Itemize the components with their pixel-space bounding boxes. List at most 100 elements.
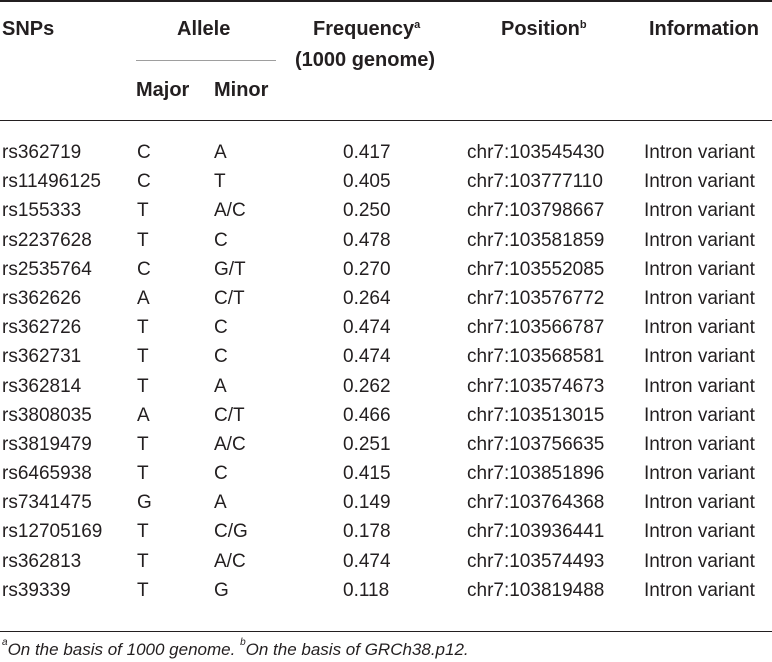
- cell-position: chr7:103851896: [467, 463, 605, 485]
- cell-frequency: 0.251: [343, 433, 391, 455]
- footnote-a-mark: a: [2, 637, 8, 648]
- cell-frequency: 0.262: [343, 375, 391, 397]
- cell-snp: rs2237628: [2, 229, 92, 251]
- cell-information: Intron variant: [644, 346, 755, 368]
- top-rule: [0, 0, 772, 2]
- table-row: rs155333 T A/C 0.250 chr7:103798667 Intron va…: [0, 196, 772, 225]
- cell-position: chr7:103581859: [467, 229, 605, 251]
- cell-major: T: [137, 433, 149, 455]
- cell-information: Intron variant: [644, 492, 755, 514]
- footnote-mark-b: b: [579, 19, 587, 31]
- cell-minor: C/T: [214, 287, 245, 309]
- cell-minor: C: [214, 317, 228, 339]
- table-row: rs2237628 T C 0.478 chr7:103581859 Intron var…: [0, 226, 772, 255]
- cell-position: chr7:103566787: [467, 317, 605, 339]
- cell-minor: A: [214, 142, 227, 163]
- header-frequency: Frequencya: [313, 17, 420, 41]
- cell-major: C: [137, 258, 151, 280]
- cell-position: chr7:103574493: [467, 550, 605, 572]
- header-information: Information: [649, 18, 759, 40]
- cell-snp: rs6465938: [2, 463, 92, 485]
- header-major: Major: [136, 79, 190, 101]
- cell-snp: rs155333: [2, 200, 82, 222]
- table-body: rs362719 C A 0.417 chr7:103545430 Intron vari…: [0, 138, 772, 605]
- footnote-b-mark: b: [240, 637, 246, 648]
- cell-information: Intron variant: [644, 521, 755, 543]
- table-row: rs362726 T C 0.474 chr7:103566787 Intron vari…: [0, 313, 772, 342]
- cell-major: A: [137, 287, 150, 309]
- cell-snp: rs362726: [2, 317, 82, 339]
- cell-information: Intron variant: [644, 142, 755, 163]
- cell-information: Intron variant: [644, 550, 755, 572]
- cell-position: chr7:103756635: [467, 433, 605, 455]
- cell-position: chr7:103513015: [467, 404, 605, 426]
- table-row: rs6465938 T C 0.415 chr7:103851896 Intron var…: [0, 459, 772, 488]
- table-row: rs362814 T A 0.262 chr7:103574673 Intron vari…: [0, 372, 772, 401]
- cell-frequency: 0.474: [343, 346, 391, 368]
- cell-minor: G: [214, 579, 229, 601]
- cell-major: G: [137, 492, 152, 514]
- cell-frequency: 0.178: [343, 521, 391, 543]
- cell-minor: C: [214, 229, 228, 251]
- cell-snp: rs362814: [2, 375, 82, 397]
- header-frequency-label: Frequency: [313, 18, 415, 40]
- footnote-b-text: On the basis of GRCh38.p12.: [245, 640, 469, 659]
- cell-information: Intron variant: [644, 200, 755, 222]
- cell-position: chr7:103568581: [467, 346, 605, 368]
- cell-snp: rs362813: [2, 550, 82, 572]
- header-allele: Allele: [177, 18, 231, 40]
- cell-major: C: [137, 142, 151, 163]
- cell-major: T: [137, 550, 149, 572]
- cell-information: Intron variant: [644, 258, 755, 280]
- footnote: aOn the basis of 1000 genome. bOn the ba…: [2, 637, 469, 660]
- table-row: rs362626 A C/T 0.264 chr7:103576772 Intron va…: [0, 284, 772, 313]
- cell-frequency: 0.474: [343, 317, 391, 339]
- header-frequency-sub: (1000 genome): [295, 49, 436, 71]
- cell-position: chr7:103819488: [467, 579, 605, 601]
- cell-position: chr7:103545430: [467, 142, 605, 163]
- cell-minor: T: [214, 171, 226, 193]
- cell-major: T: [137, 579, 149, 601]
- cell-minor: G/T: [214, 258, 246, 280]
- cell-minor: C: [214, 346, 228, 368]
- cell-major: T: [137, 346, 149, 368]
- table-row: rs362813 T A/C 0.474 chr7:103574493 Intron va…: [0, 547, 772, 576]
- header-rule: [0, 120, 772, 121]
- cell-major: T: [137, 229, 149, 251]
- cell-major: T: [137, 200, 149, 222]
- footnote-mark-a: a: [414, 19, 421, 31]
- cell-frequency: 0.474: [343, 550, 391, 572]
- table-row: rs2535764 C G/T 0.270 chr7:103552085 Intron v…: [0, 255, 772, 284]
- table-row: rs12705169 T C/G 0.178 chr7:103936441 Intron …: [0, 517, 772, 546]
- cell-information: Intron variant: [644, 404, 755, 426]
- cell-information: Intron variant: [644, 375, 755, 397]
- cell-position: chr7:103798667: [467, 200, 605, 222]
- cell-frequency: 0.250: [343, 200, 391, 222]
- cell-minor: A/C: [214, 433, 246, 455]
- table-row: rs11496125 C T 0.405 chr7:103777110 Intron va…: [0, 167, 772, 196]
- table-row: rs3819479 T A/C 0.251 chr7:103756635 Intron v…: [0, 430, 772, 459]
- cell-frequency: 0.415: [343, 463, 391, 485]
- cell-snp: rs362719: [2, 142, 82, 163]
- table-row: rs362731 T C 0.474 chr7:103568581 Intron vari…: [0, 342, 772, 371]
- cell-snp: rs362731: [2, 346, 82, 368]
- cell-major: T: [137, 317, 149, 339]
- cell-minor: A/C: [214, 200, 246, 222]
- cell-information: Intron variant: [644, 463, 755, 485]
- cell-frequency: 0.466: [343, 404, 391, 426]
- cell-snp: rs3808035: [2, 404, 92, 426]
- cell-information: Intron variant: [644, 433, 755, 455]
- cell-information: Intron variant: [644, 579, 755, 601]
- table-row: rs39339 T G 0.118 chr7:103819488 Intron varia…: [0, 576, 772, 605]
- bottom-rule: [0, 631, 772, 632]
- cell-minor: A: [214, 375, 227, 397]
- footnote-a-text: On the basis of 1000 genome.: [7, 640, 241, 659]
- header-minor: Minor: [214, 79, 269, 101]
- cell-major: A: [137, 404, 150, 426]
- cell-minor: C/T: [214, 404, 245, 426]
- cell-minor: A: [214, 492, 227, 514]
- cell-major: C: [137, 171, 151, 193]
- cell-information: Intron variant: [644, 229, 755, 251]
- cell-snp: rs3819479: [2, 433, 92, 455]
- cell-snp: rs2535764: [2, 258, 92, 280]
